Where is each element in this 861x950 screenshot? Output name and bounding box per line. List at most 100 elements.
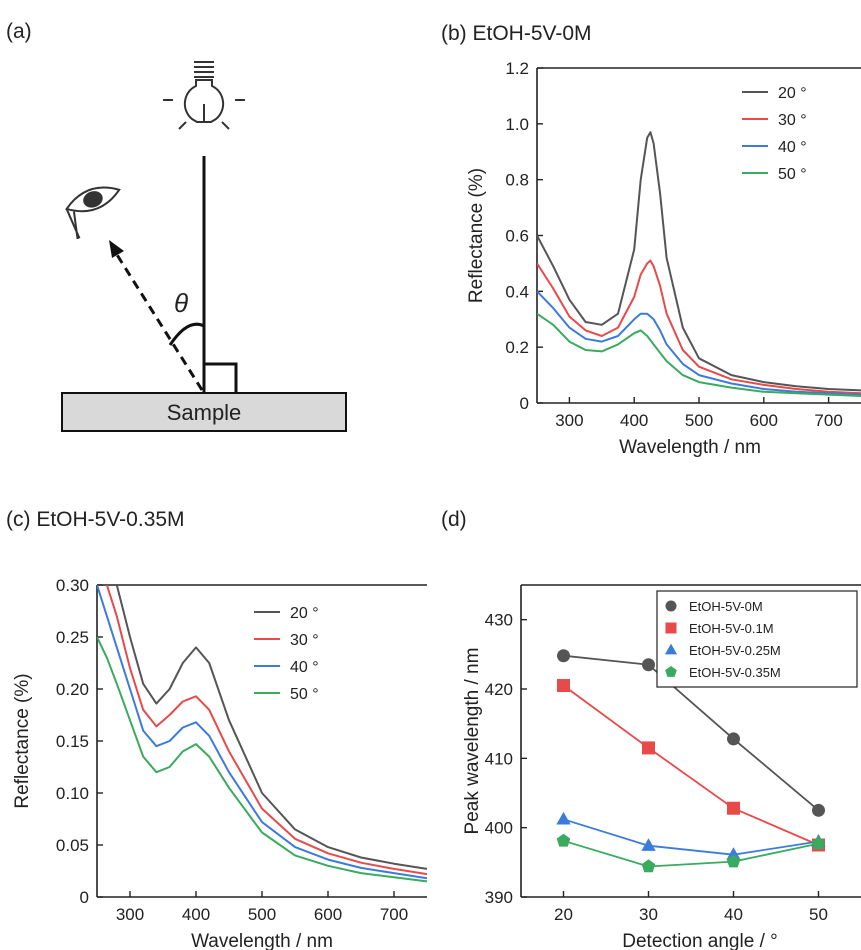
x-tick-label: 400 [620, 411, 648, 430]
chart-d: (d) 20 30 40 50 390 400 410 420 430 Detection angl… [441, 508, 861, 950]
legend-label: 30 ° [778, 112, 807, 129]
x-tick-label: 600 [314, 905, 342, 924]
legend-box [656, 590, 858, 688]
y-tick-label: 1.0 [505, 115, 529, 134]
data-point [812, 803, 825, 817]
chart-b: (b) EtOH-5V-0M 300 400 500 600 700 0 0.2 0.4 0.6 0… [441, 22, 861, 458]
y-tick-label: 0.6 [505, 227, 529, 246]
x-axis-label: Wavelength / nm [619, 437, 761, 458]
lightbulb-icon [163, 61, 245, 130]
plot-area [556, 649, 826, 873]
reflected-beam-line [112, 249, 204, 391]
x-tick-label: 50 [809, 905, 828, 924]
plot-area [537, 131, 861, 397]
legend-label: EtOH-5V-0.25M [689, 643, 781, 658]
y-tick-label: 400 [485, 819, 513, 838]
legend-label: 20 ° [778, 85, 807, 102]
theta-symbol: θ [174, 288, 188, 318]
y-tick-label: 0 [80, 888, 89, 907]
y-tick-label: 430 [485, 611, 513, 630]
data-point [727, 732, 740, 746]
chart-c: (c) EtOH-5V-0.35M 300 400 500 600 700 0 0.05 0.1… [6, 508, 427, 950]
legend-label: EtOH-5V-0M [689, 599, 763, 614]
series-line [537, 259, 861, 395]
x-tick-label: 700 [814, 411, 842, 430]
legend-label: 50 ° [290, 686, 319, 703]
y-tick-label: 0.4 [505, 282, 529, 301]
legend-marker [665, 666, 677, 677]
y-tick-label: 0.10 [56, 784, 89, 803]
series-line [562, 684, 819, 846]
x-tick-label: 300 [116, 905, 144, 924]
data-point [642, 741, 655, 755]
legend-label: 50 ° [778, 166, 807, 183]
data-point [557, 679, 570, 693]
series-line [115, 585, 427, 870]
y-tick-label: 0 [520, 394, 529, 413]
x-tick-label: 300 [555, 411, 583, 430]
data-point [641, 838, 656, 851]
x-axis-label: Detection angle / ° [622, 931, 777, 950]
data-point [811, 836, 826, 850]
panel-a-label: (a) [6, 20, 32, 43]
x-tick-label: 500 [248, 905, 276, 924]
legend-marker [665, 622, 677, 634]
data-point [642, 658, 655, 672]
series-line [97, 636, 427, 883]
y-tick-label: 0.25 [56, 628, 89, 647]
x-tick-label: 30 [639, 905, 658, 924]
y-tick-label: 0.30 [56, 576, 89, 595]
series-line [563, 839, 819, 868]
data-point [726, 854, 741, 868]
legend-label: 20 ° [290, 605, 319, 622]
series-line [537, 312, 861, 397]
data-point [726, 847, 741, 860]
sample-block [61, 392, 347, 432]
chart-title: (c) EtOH-5V-0.35M [6, 508, 185, 531]
legend-label: EtOH-5V-0.35M [689, 665, 781, 680]
legend-marker [665, 600, 677, 612]
legend-label: 40 ° [778, 139, 807, 156]
chart-title: (b) EtOH-5V-0M [441, 22, 592, 45]
x-tick-label: 500 [685, 411, 713, 430]
x-tick-label: 20 [554, 905, 573, 924]
y-tick-label: 1.2 [505, 59, 529, 78]
series-line [97, 585, 427, 880]
chart-title: (d) [441, 508, 467, 531]
panel-a: (a) θ Sample [6, 20, 347, 432]
x-tick-label: 600 [750, 411, 778, 430]
x-axis-label: Wavelength / nm [191, 931, 333, 950]
y-axis-label: Reflectance (%) [466, 168, 487, 303]
series-line [563, 818, 819, 856]
y-axis-label: Reflectance (%) [12, 673, 33, 808]
legend-label: 40 ° [290, 659, 319, 676]
y-tick-label: 410 [485, 749, 513, 768]
y-tick-label: 0.8 [505, 171, 529, 190]
sample-label: Sample [167, 400, 242, 425]
data-point [556, 811, 571, 825]
y-tick-label: 0.05 [56, 836, 89, 855]
series-line [537, 290, 861, 396]
data-point [641, 859, 656, 873]
y-axis-label: Peak wavelength / nm [462, 648, 483, 835]
y-tick-label: 0.2 [505, 338, 529, 357]
series-line [563, 654, 820, 811]
legend-label: 30 ° [290, 632, 319, 649]
data-point [557, 649, 570, 663]
legend-label: EtOH-5V-0.1M [689, 621, 774, 636]
angle-arc [168, 322, 205, 346]
series-line [537, 131, 861, 392]
data-point [556, 833, 571, 847]
data-point [727, 801, 740, 815]
legend-marker [664, 643, 678, 655]
x-tick-label: 40 [724, 905, 743, 924]
y-tick-label: 0.15 [56, 732, 89, 751]
y-tick-label: 420 [485, 680, 513, 699]
reflected-beam-arrowhead [109, 240, 124, 258]
eye-icon [65, 186, 121, 240]
right-angle-mark [204, 362, 238, 392]
y-tick-label: 390 [485, 888, 513, 907]
series-line [105, 585, 427, 876]
plot-area [97, 585, 427, 883]
